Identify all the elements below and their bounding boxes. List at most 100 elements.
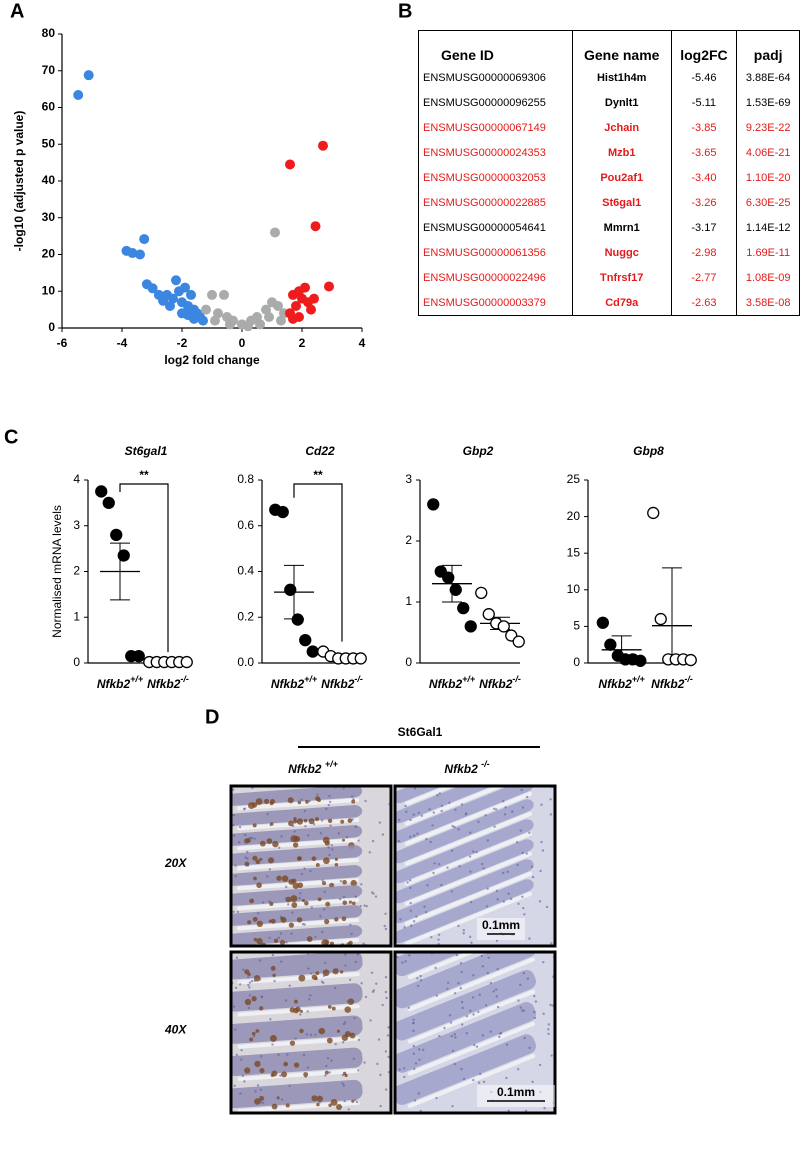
nucleus <box>492 807 496 811</box>
nucleus <box>402 1067 406 1070</box>
y-tick-label: 0 <box>405 655 412 669</box>
nucleus <box>547 1023 551 1026</box>
nucleus <box>248 994 252 997</box>
y-axis-label: Normalised mRNA levels <box>50 505 64 638</box>
x-tick-label: Nfkb2-/- <box>479 674 521 691</box>
nucleus <box>360 883 363 886</box>
stain <box>316 1102 320 1107</box>
nucleus <box>383 924 386 928</box>
stain <box>251 1031 256 1036</box>
nucleus <box>412 920 416 923</box>
nucleus <box>430 935 433 939</box>
stain <box>256 937 263 945</box>
nucleus <box>359 904 362 908</box>
nucleus <box>540 840 543 844</box>
table-header: log2FC <box>670 30 737 65</box>
nucleus <box>472 974 475 977</box>
stain <box>315 817 319 822</box>
nucleus <box>324 972 328 975</box>
nucleus <box>413 787 417 790</box>
nucleus <box>344 964 347 967</box>
group <box>432 564 472 603</box>
nucleus <box>457 828 460 831</box>
y-tick-label: 1 <box>405 594 412 608</box>
nucleus <box>533 1016 537 1020</box>
table-cell: 4.06E-21 <box>736 140 800 165</box>
y-tick-label: 70 <box>42 63 56 77</box>
nucleus <box>475 850 478 854</box>
stain <box>311 974 318 980</box>
nucleus <box>437 862 441 866</box>
data-point <box>306 645 319 658</box>
nucleus <box>521 806 525 809</box>
nucleus <box>477 1010 480 1014</box>
stain <box>270 918 276 924</box>
nucleus <box>429 840 432 844</box>
nucleus <box>269 823 272 827</box>
nucleus <box>416 984 420 988</box>
stain <box>293 999 298 1004</box>
row-label: 40X <box>164 1023 187 1037</box>
y-tick-label: 2 <box>73 564 80 578</box>
table-cell: 1.69E-11 <box>736 240 800 265</box>
nucleus <box>247 1006 251 1010</box>
stain <box>293 1007 299 1014</box>
nucleus <box>307 998 311 1001</box>
nucleus <box>486 839 489 842</box>
y-tick-label: 3 <box>405 472 412 486</box>
table-cell: 1.14E-12 <box>736 215 800 240</box>
nucleus <box>342 895 346 899</box>
frame <box>393 950 557 1115</box>
stain <box>349 1032 356 1039</box>
nucleus <box>232 788 235 791</box>
nucleus <box>242 807 246 811</box>
x-tick-label: 4 <box>359 336 366 350</box>
nucleus <box>506 870 509 873</box>
nucleus <box>434 966 437 970</box>
nucleus <box>302 1053 306 1057</box>
nucleus <box>260 1055 263 1058</box>
y-axis-label: -log10 (adjusted p value) <box>12 111 26 252</box>
nucleus <box>486 887 489 890</box>
nucleus <box>505 1076 508 1080</box>
stain <box>256 920 264 928</box>
villus <box>231 983 363 1012</box>
nucleus <box>492 990 495 993</box>
stain <box>276 1096 280 1100</box>
lumen <box>404 871 532 926</box>
data-point <box>310 221 321 232</box>
table-cell: ENSMUSG00000067149 <box>418 115 573 140</box>
nucleus <box>522 972 526 975</box>
nucleus <box>547 1028 550 1031</box>
nucleus <box>502 900 505 903</box>
table-cell: -5.11 <box>670 90 737 115</box>
data-point <box>180 282 190 293</box>
nucleus <box>341 1040 345 1044</box>
nucleus <box>495 808 498 811</box>
nucleus <box>266 875 269 878</box>
nucleus <box>470 941 473 944</box>
nucleus <box>354 825 358 829</box>
nucleus <box>438 792 441 795</box>
stain <box>324 1070 329 1075</box>
data-point <box>284 583 297 596</box>
nucleus <box>454 1036 457 1039</box>
table-cell: -3.65 <box>670 140 737 165</box>
stain <box>318 1027 326 1035</box>
nucleus <box>550 1054 553 1057</box>
stain <box>341 838 346 842</box>
stain <box>305 800 309 804</box>
nucleus <box>314 935 317 939</box>
nucleus <box>357 1069 360 1072</box>
table-row: ENSMUSG00000032053 Pou2af1 -3.40 1.10E-20 <box>418 165 800 190</box>
nucleus <box>351 818 354 821</box>
nucleus <box>428 808 431 811</box>
nucleus <box>234 1028 237 1031</box>
lumen <box>237 798 360 811</box>
data-point <box>647 506 660 520</box>
nucleus <box>494 988 498 991</box>
nucleus <box>381 1003 384 1007</box>
nucleus <box>314 1033 317 1036</box>
significance-label: ** <box>139 468 149 482</box>
nucleus <box>460 803 464 806</box>
